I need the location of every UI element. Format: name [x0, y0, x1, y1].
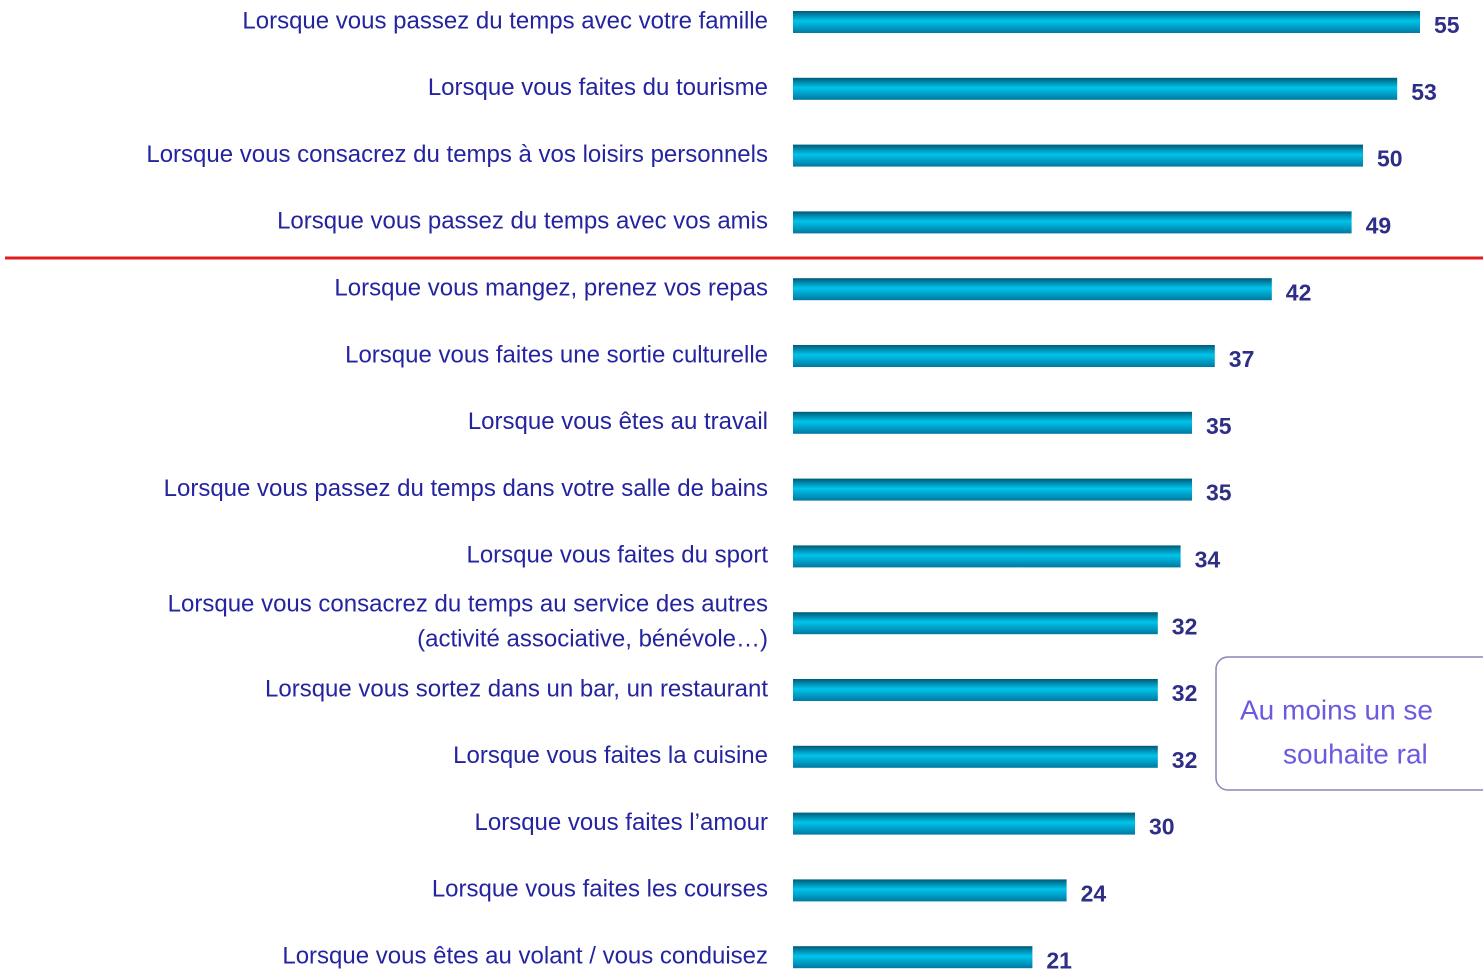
category-label: Lorsque vous faites une sortie culturell… — [345, 341, 768, 368]
value-label: 32 — [1172, 613, 1198, 639]
value-label: 49 — [1366, 212, 1392, 238]
category-label: Lorsque vous faites du tourisme — [428, 74, 768, 101]
bar — [793, 745, 1158, 768]
category-label: Lorsque vous sortez dans un bar, un rest… — [265, 675, 768, 702]
bar — [793, 545, 1181, 568]
bar — [793, 345, 1215, 367]
bar — [793, 278, 1272, 301]
bar — [793, 812, 1135, 835]
callout-text: souhaite ral — [1283, 738, 1428, 769]
category-label: Lorsque vous passez du temps avec votre … — [242, 7, 768, 34]
value-label: 30 — [1149, 814, 1175, 840]
bar — [793, 411, 1192, 434]
category-label: Lorsque vous faites du sport — [466, 542, 768, 569]
value-label: 55 — [1434, 12, 1460, 38]
category-label: Lorsque vous faites les courses — [432, 876, 768, 903]
category-label: Lorsque vous passez du temps dans votre … — [164, 475, 768, 502]
category-label: Lorsque vous consacrez du temps à vos lo… — [146, 141, 768, 168]
category-label: Lorsque vous êtes au travail — [468, 408, 768, 435]
bar — [793, 946, 1033, 969]
value-label: 21 — [1046, 947, 1072, 973]
value-label: 34 — [1195, 546, 1221, 572]
value-label: 32 — [1172, 747, 1198, 773]
value-label: 42 — [1286, 279, 1312, 305]
value-label: 24 — [1081, 880, 1107, 906]
bar — [793, 612, 1158, 635]
value-label: 53 — [1411, 79, 1437, 105]
category-label: Lorsque vous consacrez du temps au servi… — [168, 591, 768, 653]
category-label: Lorsque vous êtes au volant / vous condu… — [282, 943, 768, 970]
value-label: 37 — [1229, 346, 1255, 372]
bar — [793, 679, 1158, 701]
value-label: 35 — [1206, 480, 1232, 506]
category-label: Lorsque vous passez du temps avec vos am… — [277, 208, 768, 235]
bar — [793, 879, 1067, 902]
value-label: 35 — [1206, 413, 1232, 439]
bar — [793, 144, 1363, 167]
category-label: Lorsque vous mangez, prenez vos repas — [334, 275, 768, 302]
bar — [793, 77, 1398, 100]
bar — [793, 211, 1352, 234]
callout-text: Au moins un se — [1240, 694, 1433, 725]
bar — [793, 11, 1420, 33]
value-label: 32 — [1172, 680, 1198, 706]
category-label: Lorsque vous faites la cuisine — [453, 742, 768, 769]
callout-box — [1215, 656, 1483, 791]
value-label: 50 — [1377, 146, 1403, 172]
bar — [793, 478, 1192, 501]
category-label: Lorsque vous faites l’amour — [475, 809, 768, 836]
